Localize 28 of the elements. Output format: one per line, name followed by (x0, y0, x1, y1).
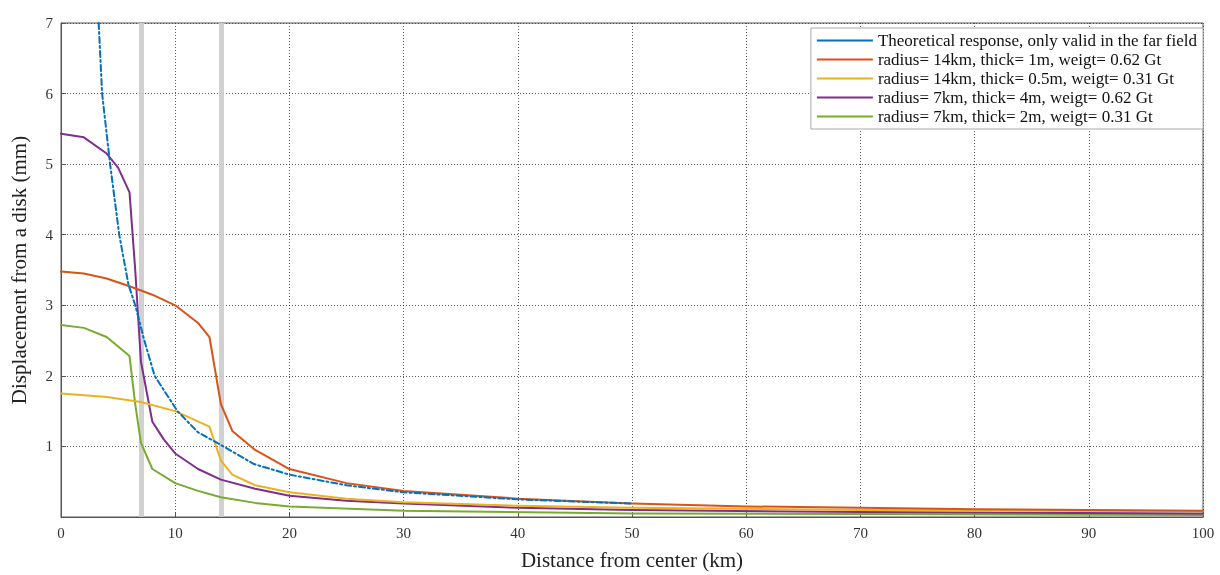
x-tick-label: 30 (396, 524, 412, 541)
y-tick-label: 7 (45, 15, 54, 31)
x-tick-label: 90 (1081, 524, 1097, 541)
x-axis-title: Distance from center (km) (520, 547, 744, 572)
y-tick-label: 3 (45, 297, 53, 314)
y-tick-label: 1 (45, 438, 53, 455)
x-tick-label: 50 (624, 524, 640, 541)
x-tick-label: 80 (967, 524, 983, 541)
y-tick-label: 4 (45, 226, 54, 243)
legend-label: radius= 14km, thick= 0.5m, weigt= 0.31 Gt (877, 69, 1175, 88)
x-tick-label: 10 (167, 524, 183, 541)
legend-label: radius= 14km, thick= 1m, weigt= 0.62 Gt (877, 50, 1162, 69)
y-axis-title: Displacement from a disk (mm) (6, 135, 31, 405)
line-series (60, 392, 1204, 513)
y-tick-label: 2 (45, 367, 53, 384)
y-tick-label: 6 (45, 85, 54, 102)
x-tick-label: 60 (738, 524, 754, 541)
x-tick-label: 70 (852, 524, 868, 541)
x-tick-label: 20 (281, 524, 297, 541)
y-tick-label: 5 (45, 156, 53, 173)
legend-label: Theoretical response, only valid in the far field (877, 31, 1198, 50)
line-series (60, 270, 1204, 512)
legend-label: radius= 7km, thick= 4m, weigt= 0.62 Gt (877, 88, 1153, 107)
legend-label: radius= 7km, thick= 2m, weigt= 0.31 Gt (877, 107, 1153, 126)
x-tick-label: 0 (57, 524, 65, 541)
x-tick-label: 40 (510, 524, 526, 541)
line-series (97, 22, 633, 505)
x-tick-label: 100 (1191, 524, 1215, 541)
